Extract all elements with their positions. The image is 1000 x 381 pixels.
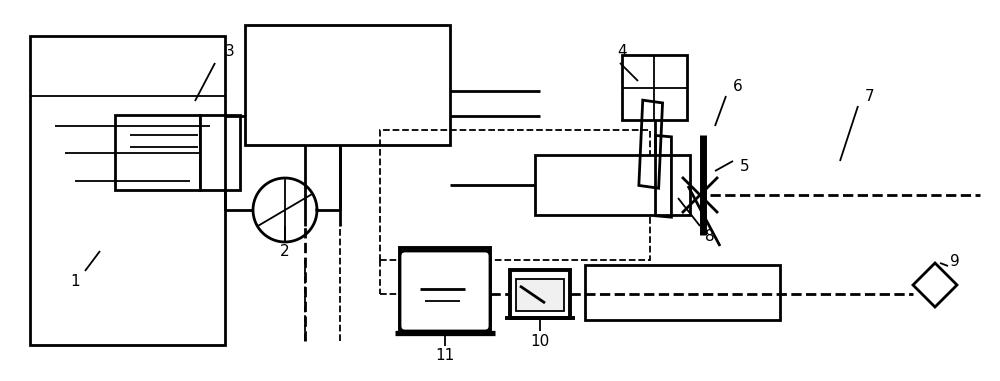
Text: 1: 1 [70,274,80,288]
Bar [115,115,200,190]
Text: 9: 9 [950,253,960,269]
Text: 4: 4 [617,43,627,59]
Text: 8: 8 [705,229,715,243]
Bar [535,155,690,215]
Bar [510,270,570,318]
Bar [585,265,780,320]
Bar [622,55,687,120]
Bar [380,130,650,260]
Text: 10: 10 [530,333,550,349]
Text: 5: 5 [740,158,750,173]
Text: 7: 7 [865,88,875,104]
Bar [200,115,240,190]
Bar [516,279,564,311]
Text: 2: 2 [280,243,290,258]
FancyBboxPatch shape [400,251,490,331]
Bar [400,248,490,333]
Text: 3: 3 [225,43,235,59]
Bar [245,25,450,145]
Text: 6: 6 [733,78,743,93]
Bar [30,36,225,345]
Text: 11: 11 [435,349,455,363]
